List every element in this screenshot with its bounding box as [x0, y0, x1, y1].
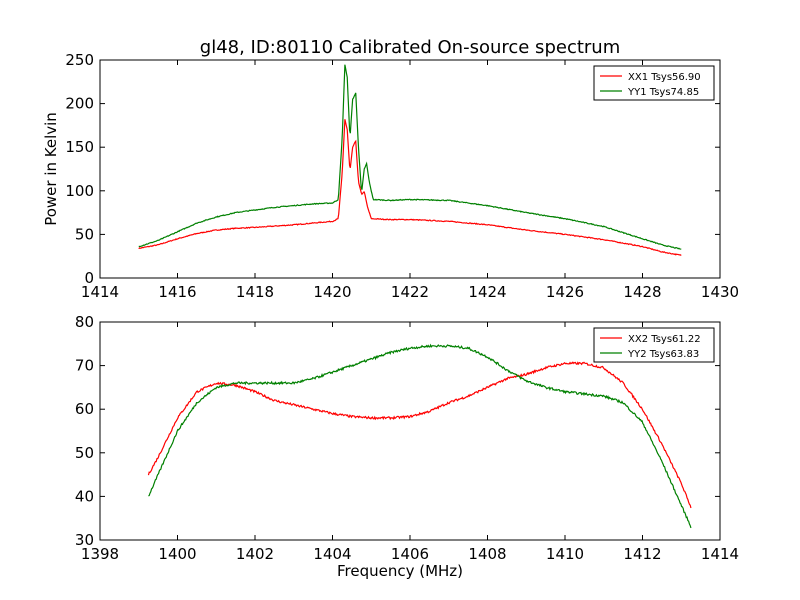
x-tick-label: 1416 [158, 283, 196, 301]
x-tick-label: 1428 [623, 283, 661, 301]
x-axis-label: Frequency (MHz) [337, 562, 463, 580]
y-tick-label: 60 [75, 400, 94, 418]
x-tick-label: 1424 [468, 283, 506, 301]
x-tick-label: 1422 [391, 283, 429, 301]
legend: XX2 Tsys61.22 YY2 Tsys63.83 [593, 327, 715, 363]
x-tick-label: 1426 [546, 283, 584, 301]
y-tick-label: 40 [75, 487, 94, 505]
y-tick-label: 50 [75, 444, 94, 462]
series-line-2 [138, 64, 682, 250]
x-tick-label: 1404 [313, 545, 351, 563]
legend: XX1 Tsys56.90 YY1 Tsys74.85 [593, 65, 715, 101]
y-tick-label: 50 [75, 225, 94, 243]
legend-entry-1: XX1 Tsys56.90 [628, 72, 701, 83]
y-tick-label: 150 [65, 138, 94, 156]
x-tick-label: 1402 [236, 545, 274, 563]
y-tick-label: 0 [84, 269, 94, 287]
x-tick-label: 1414 [701, 545, 739, 563]
x-tick-label: 1420 [313, 283, 351, 301]
legend-entry-2: YY1 Tsys74.85 [627, 87, 699, 98]
x-tick-label: 1418 [236, 283, 274, 301]
y-tick-label: 30 [75, 531, 94, 549]
legend-box [593, 327, 715, 363]
top-panel: 1414 1416 1418 1420 1422 1424 1426 1428 1430 0 50 1… [42, 51, 739, 301]
x-tick-label: 1414 [81, 283, 119, 301]
series-line-1 [147, 361, 692, 509]
y-tick-label: 70 [75, 357, 94, 375]
series-line-1 [138, 119, 682, 256]
legend-entry-2: YY2 Tsys63.83 [627, 349, 699, 360]
legend-box [593, 65, 715, 101]
y-tick-label: 200 [65, 95, 94, 113]
x-tick-label: 1412 [623, 545, 661, 563]
chart-title: gl48, ID:80110 Calibrated On-source spec… [200, 37, 620, 58]
y-tick-label: 80 [75, 313, 94, 331]
x-tick-label: 1408 [468, 545, 506, 563]
x-tick-label: 1398 [81, 545, 119, 563]
legend-entry-1: XX2 Tsys61.22 [628, 334, 701, 345]
series-line-2 [148, 343, 692, 529]
y-tick-label: 250 [65, 51, 94, 69]
x-tick-label: 1406 [391, 545, 429, 563]
y-axis-label: Power in Kelvin [42, 112, 60, 226]
x-tick-label: 1400 [158, 545, 196, 563]
y-tick-label: 100 [65, 182, 94, 200]
bottom-panel: 1398 1400 1402 1404 1406 1408 1410 1412 1414 30 40… [75, 313, 739, 580]
x-tick-label: 1410 [546, 545, 584, 563]
x-tick-label: 1430 [701, 283, 739, 301]
